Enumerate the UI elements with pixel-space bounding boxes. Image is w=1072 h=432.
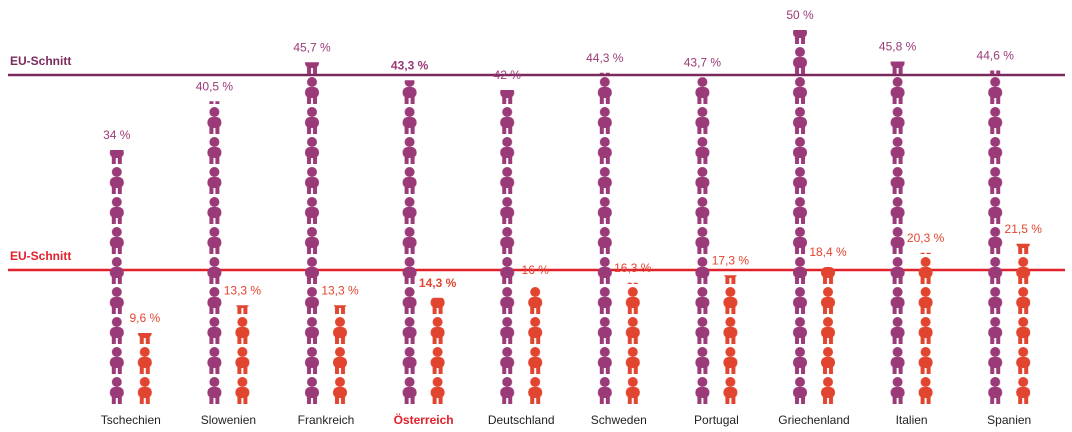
value-label: 13,3 % <box>224 283 262 297</box>
value-label: 45,7 % <box>293 40 331 54</box>
x-tick-label: Spanien <box>987 413 1031 427</box>
pictogram-column <box>916 253 936 405</box>
value-label: 45,8 % <box>879 40 917 54</box>
pictogram-column <box>790 30 810 405</box>
pictogram-column <box>720 275 740 405</box>
eu-average-label: EU-Schnitt <box>10 249 71 263</box>
x-tick-label: Frankreich <box>298 413 355 427</box>
value-label: 21,5 % <box>1005 222 1043 236</box>
value-label: 16 % <box>522 263 550 277</box>
value-label: 42 % <box>494 68 522 82</box>
pictogram-column <box>497 90 517 405</box>
pictogram-column <box>400 80 420 405</box>
pictogram-column <box>107 150 127 405</box>
pictogram-column <box>595 73 615 405</box>
x-tick-label: Österreich <box>394 412 454 427</box>
x-tick-label: Deutschland <box>488 413 555 427</box>
pictogram-column <box>525 285 545 405</box>
x-tick-label: Schweden <box>591 413 647 427</box>
value-label: 20,3 % <box>907 231 945 245</box>
chart: EU-Schnitt EU-Schnitt Tschechien 34 % 9,6 % S… <box>0 0 1072 432</box>
x-tick-label: Tschechien <box>101 413 161 427</box>
pictogram-column <box>330 305 350 405</box>
eu-average-label: EU-Schnitt <box>10 54 71 68</box>
value-label: 50 % <box>786 8 814 22</box>
value-label: 44,3 % <box>586 51 624 65</box>
pictogram-column <box>818 267 838 405</box>
value-label: 40,5 % <box>196 79 234 93</box>
value-label: 14,3 % <box>419 276 457 290</box>
value-label: 9,6 % <box>129 311 160 325</box>
value-label: 17,3 % <box>712 253 750 267</box>
pictogram-column <box>1013 244 1033 405</box>
pictogram-column <box>888 62 908 406</box>
value-label: 18,4 % <box>809 245 847 259</box>
value-label: 43,7 % <box>684 55 722 69</box>
pictogram-column <box>232 305 252 405</box>
pictogram-column <box>623 283 643 405</box>
value-label: 34 % <box>103 128 131 142</box>
x-tick-label: Portugal <box>694 413 739 427</box>
x-tick-label: Italien <box>896 413 928 427</box>
pictogram-column <box>692 77 712 405</box>
pictogram-column <box>428 298 448 405</box>
x-tick-label: Griechenland <box>778 413 849 427</box>
value-label: 16,3 % <box>614 261 652 275</box>
value-label: 43,3 % <box>391 58 429 72</box>
value-label: 44,6 % <box>977 49 1015 63</box>
x-tick-label: Slowenien <box>201 413 256 427</box>
pictogram-column <box>204 101 224 405</box>
pictogram-column <box>302 62 322 405</box>
pictogram-column <box>985 71 1005 406</box>
value-label: 13,3 % <box>321 283 359 297</box>
pictogram-column <box>135 333 155 405</box>
